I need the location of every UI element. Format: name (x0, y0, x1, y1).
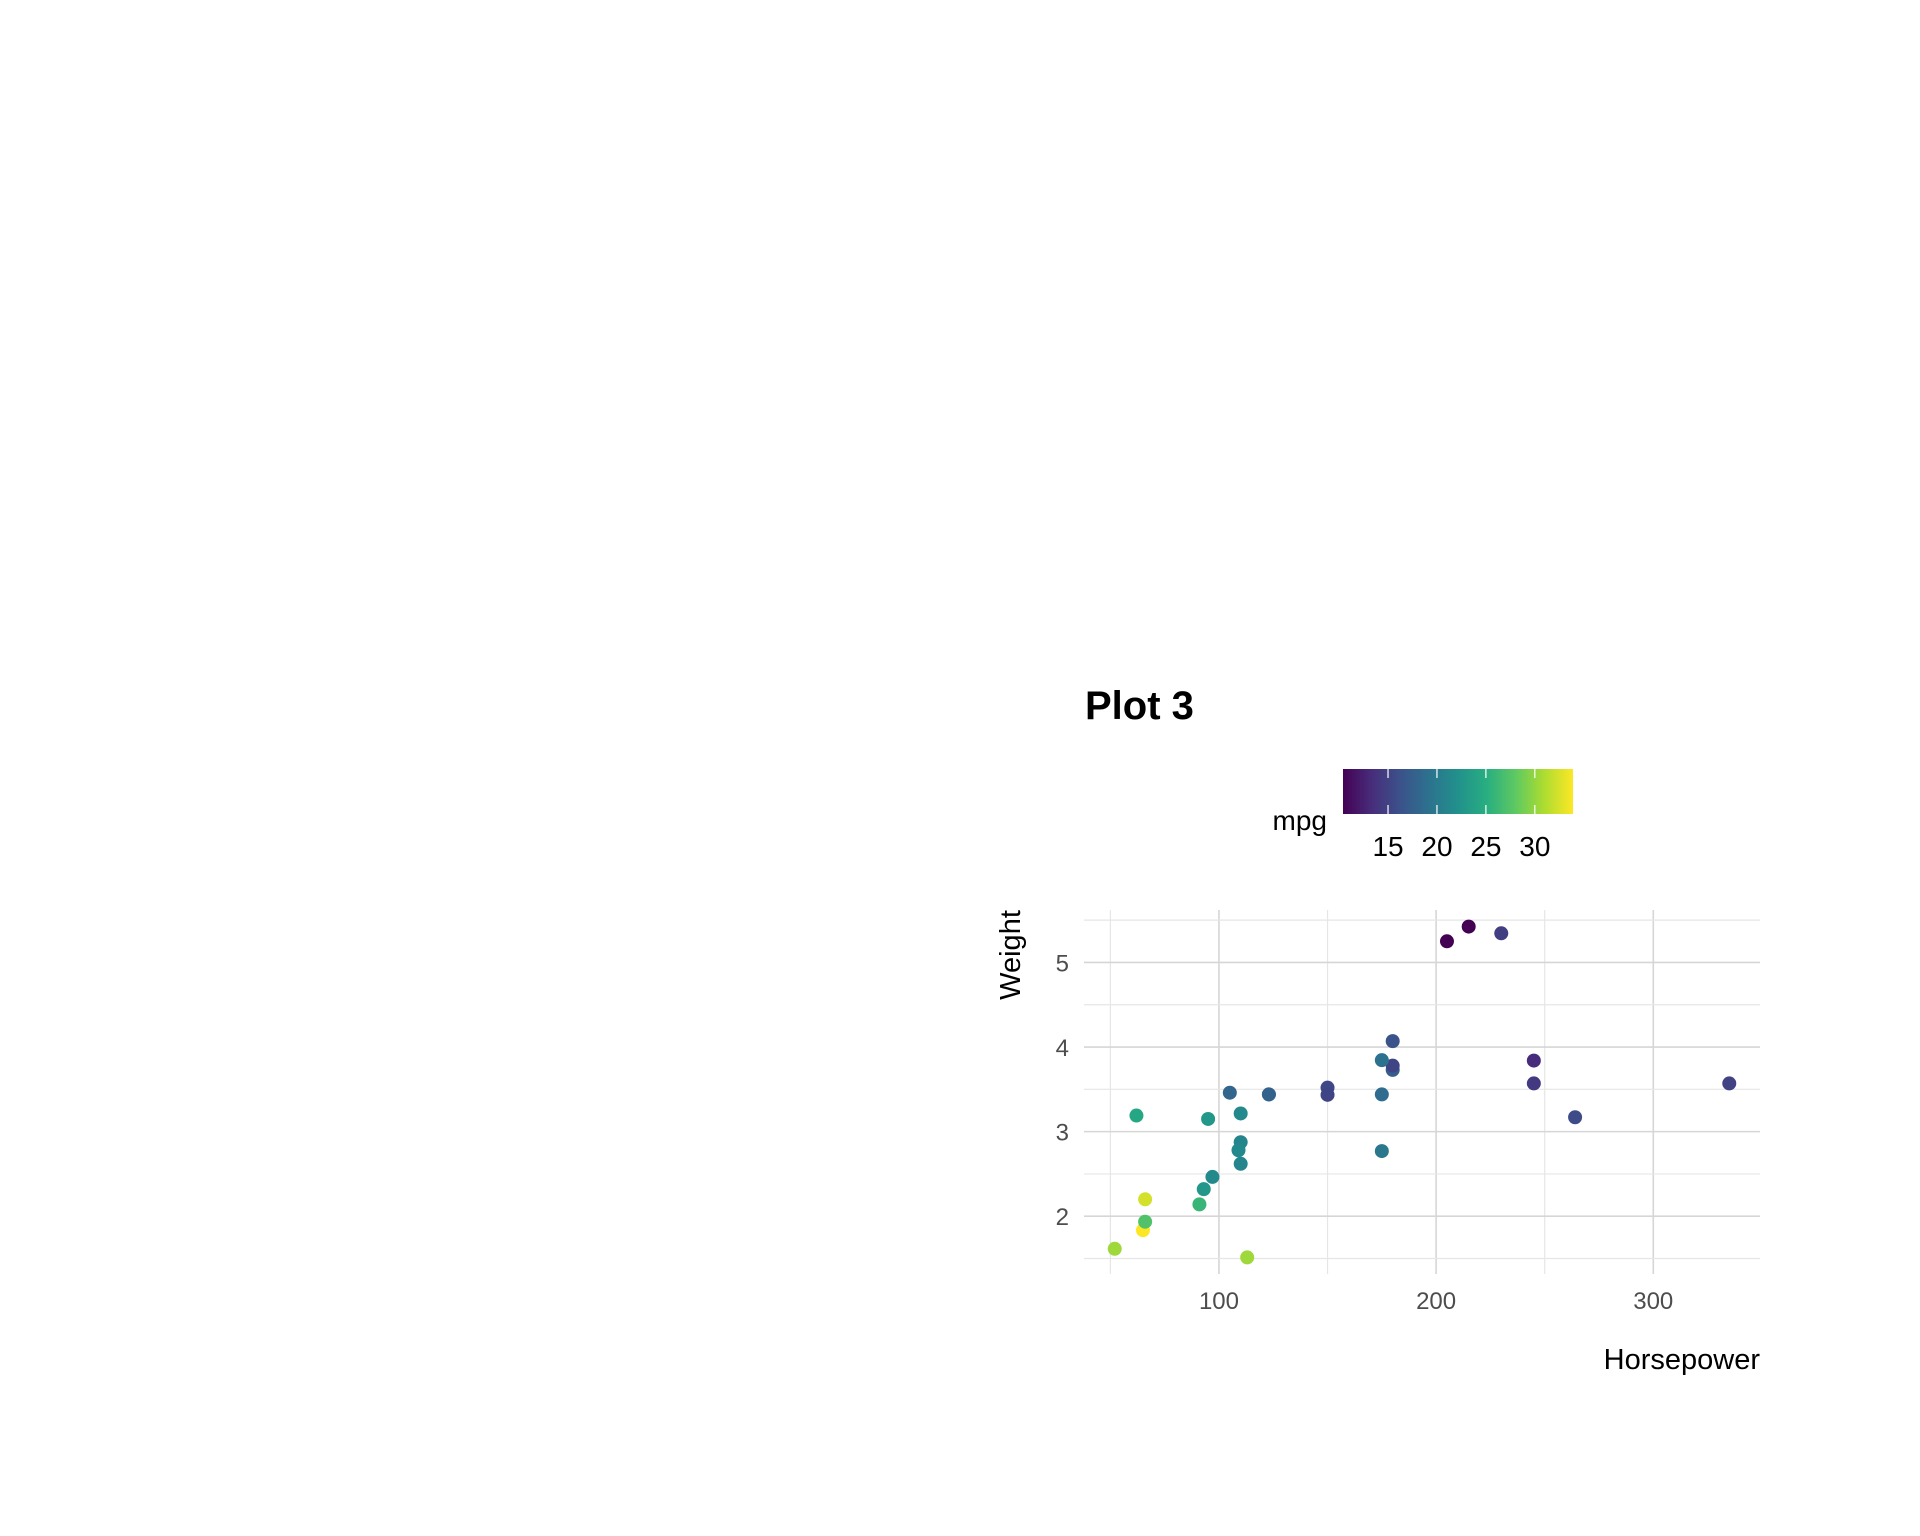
data-point (1385, 1058, 1400, 1073)
x-tick-label: 100 (1199, 1288, 1239, 1315)
data-point (1240, 1250, 1255, 1265)
legend-tick-label: 15 (1372, 831, 1403, 862)
data-point (1439, 934, 1454, 949)
data-point (1374, 1053, 1389, 1068)
data-point (1526, 1053, 1541, 1068)
data-point (1107, 1241, 1122, 1256)
data-point (1233, 1106, 1248, 1121)
legend-tick-label: 20 (1421, 831, 1452, 862)
data-point (1138, 1192, 1153, 1207)
data-point (1231, 1143, 1246, 1158)
y-tick-label: 2 (1056, 1204, 1069, 1231)
data-point (1205, 1169, 1220, 1184)
chart-title: Plot 3 (1085, 684, 1194, 728)
data-point (1385, 1034, 1400, 1049)
data-point (1494, 926, 1509, 941)
x-tick-label: 300 (1633, 1288, 1673, 1315)
data-point (1374, 1087, 1389, 1102)
x-tick-label: 200 (1416, 1288, 1456, 1315)
y-tick-label: 3 (1056, 1120, 1069, 1147)
data-point (1374, 1144, 1389, 1159)
y-axis-title: Weight (995, 910, 1027, 1000)
data-point (1526, 1076, 1541, 1091)
legend-tick-label: 25 (1470, 831, 1501, 862)
data-point (1261, 1087, 1276, 1102)
data-point (1722, 1076, 1737, 1091)
data-point (1461, 919, 1476, 934)
colorbar-legend: mpg 15 20 25 30 (1273, 769, 1573, 862)
data-point (1222, 1085, 1237, 1100)
data-point (1129, 1108, 1144, 1123)
x-axis-title: Horsepower (1604, 1344, 1761, 1376)
data-point (1138, 1214, 1153, 1229)
y-tick-label: 5 (1056, 950, 1069, 977)
data-point (1201, 1111, 1216, 1126)
data-point (1233, 1156, 1248, 1171)
y-tick-label: 4 (1056, 1035, 1069, 1062)
data-point (1192, 1197, 1207, 1212)
data-point (1196, 1182, 1211, 1197)
legend-tick-label: 30 (1519, 831, 1550, 862)
legend-title: mpg (1273, 805, 1327, 836)
data-point (1568, 1110, 1583, 1125)
colorbar (1343, 769, 1573, 814)
data-point (1320, 1087, 1335, 1102)
